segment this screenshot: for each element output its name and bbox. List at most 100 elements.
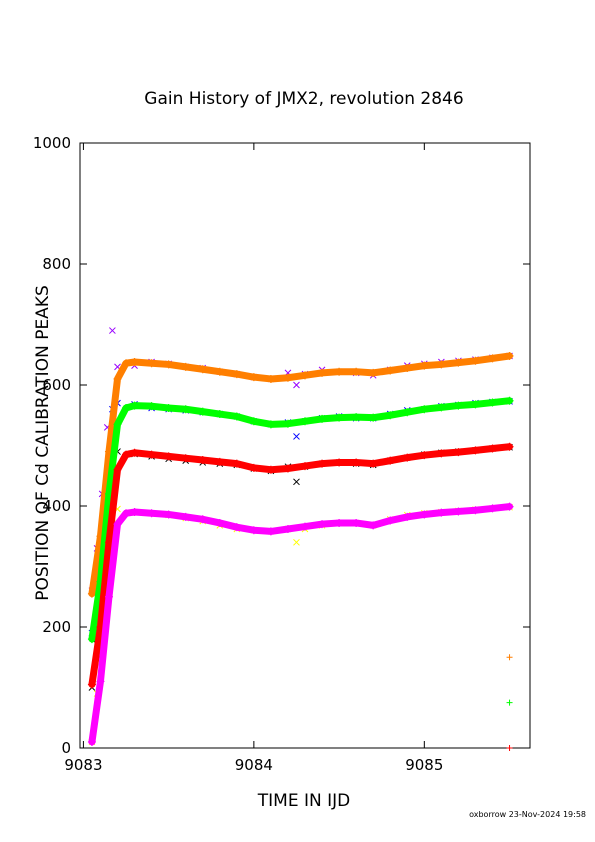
series-reference	[506, 745, 513, 751]
fit-point	[471, 446, 480, 455]
fit-point	[283, 373, 292, 382]
fit-point	[198, 407, 207, 416]
fit-point	[130, 448, 139, 457]
series-fit	[87, 502, 514, 746]
series-fit	[87, 396, 514, 644]
fit-point	[420, 405, 429, 414]
fit-point	[87, 737, 96, 746]
fit-point	[352, 413, 361, 422]
fit-point	[335, 458, 344, 467]
footer-credit: oxborrow 23-Nov-2024 19:58	[469, 810, 586, 819]
data-point	[109, 327, 116, 334]
x-tick-labels: 9083 9084 9085	[64, 756, 443, 774]
fit-point	[505, 396, 514, 405]
fit-point	[420, 510, 429, 519]
fit-point	[249, 417, 258, 426]
fit-point	[96, 677, 105, 686]
y-tick-label: 800	[42, 255, 71, 273]
y-tick-label: 400	[42, 497, 71, 515]
x-axis-label: TIME IN IJD	[257, 791, 350, 811]
fit-point	[249, 373, 258, 382]
fit-point	[454, 401, 463, 410]
fit-point	[318, 368, 327, 377]
data-point	[293, 478, 300, 486]
fit-point	[130, 401, 139, 410]
fit-point	[318, 520, 327, 529]
fit-point	[471, 506, 480, 515]
chart-title: Gain History of JMX2, revolution 2846	[144, 89, 463, 109]
fit-point	[454, 358, 463, 367]
series-fit	[87, 442, 514, 689]
fit-line	[88, 397, 514, 643]
x-tick-label: 9084	[235, 756, 273, 774]
fit-point	[215, 518, 224, 527]
fit-point	[420, 361, 429, 370]
data-point	[293, 538, 300, 546]
fit-point	[249, 526, 258, 535]
fit-point	[386, 411, 395, 420]
fit-point	[301, 522, 309, 531]
fit-point	[488, 398, 497, 407]
fit-point	[87, 635, 96, 644]
fit-point	[249, 463, 258, 472]
fit-point	[164, 510, 173, 519]
fit-point	[420, 451, 429, 460]
fit-point	[215, 410, 224, 419]
fit-point	[454, 507, 463, 516]
plot-frame	[79, 142, 531, 749]
fit-point	[369, 459, 378, 468]
fit-point	[104, 538, 113, 547]
fit-point	[369, 521, 378, 530]
fit-point	[113, 374, 122, 383]
fit-point	[283, 524, 292, 533]
fit-point	[369, 368, 378, 377]
y-tick-label: 1000	[33, 134, 71, 152]
series-layer	[87, 327, 514, 751]
fit-point	[104, 592, 113, 601]
fit-point	[113, 420, 122, 429]
fit-point	[266, 465, 275, 474]
series-raw	[88, 397, 513, 637]
fit-point	[505, 442, 514, 451]
fit-point	[335, 518, 344, 527]
fit-point	[232, 370, 241, 379]
fit-point	[471, 400, 480, 409]
fit-point	[181, 362, 190, 371]
fit-point	[232, 523, 241, 532]
fit-point	[87, 589, 96, 598]
fit-point	[266, 420, 275, 429]
fit-point	[335, 413, 344, 422]
fit-point	[181, 454, 190, 463]
fit-point	[301, 371, 309, 380]
fit-point	[437, 360, 446, 369]
fit-point	[403, 364, 412, 373]
fit-point	[122, 450, 131, 459]
y-tick-label: 200	[42, 618, 71, 636]
reference-point	[506, 654, 513, 661]
fit-point	[130, 508, 139, 517]
fit-line	[88, 443, 514, 688]
fit-point	[266, 374, 275, 383]
x-tick-label: 9085	[405, 756, 443, 774]
fit-point	[113, 520, 122, 529]
fit-point	[181, 405, 190, 414]
fit-point	[130, 358, 139, 367]
fit-point	[147, 402, 156, 411]
fit-point	[454, 448, 463, 457]
fit-point	[505, 351, 514, 360]
fit-point	[283, 464, 292, 473]
fit-point	[301, 462, 309, 471]
fit-point	[335, 367, 344, 376]
fit-point	[386, 456, 395, 465]
fit-point	[147, 359, 156, 368]
fit-point	[198, 456, 207, 465]
fit-point	[352, 367, 361, 376]
fit-point	[122, 359, 131, 368]
series-raw	[88, 443, 513, 691]
y-tick-label: 600	[42, 376, 71, 394]
fit-point	[198, 365, 207, 374]
fit-point	[403, 408, 412, 417]
fit-point	[318, 414, 327, 423]
series-reference	[506, 654, 513, 661]
